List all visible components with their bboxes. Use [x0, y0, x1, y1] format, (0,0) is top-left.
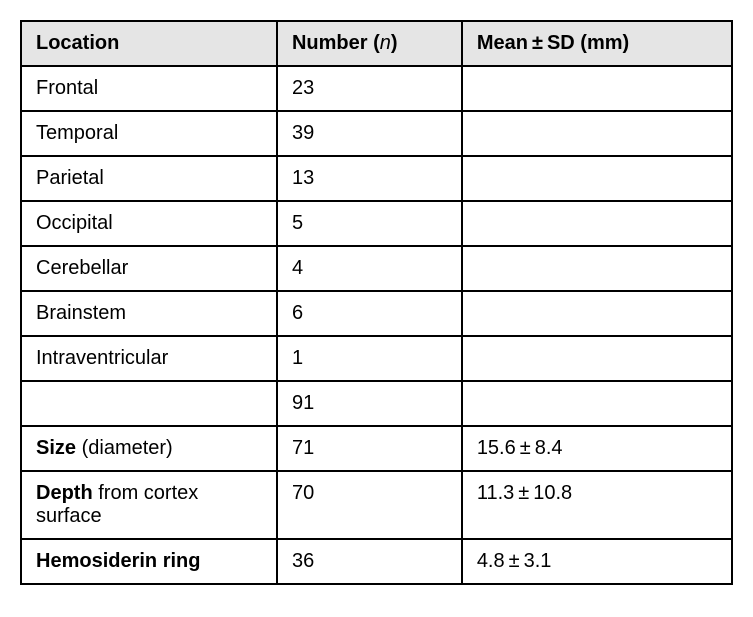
cell-location: Brainstem — [21, 291, 277, 336]
data-table: Location Number (n) Mean ± SD (mm) Front… — [20, 20, 733, 585]
cell-number: 6 — [277, 291, 462, 336]
cell-number: 71 — [277, 426, 462, 471]
table-row-size: Size (diameter) 71 15.6 ± 8.4 — [21, 426, 732, 471]
label-rest: (diameter) — [76, 437, 173, 459]
table-row: Brainstem 6 — [21, 291, 732, 336]
table-row: Parietal 13 — [21, 156, 732, 201]
cell-number: 4 — [277, 246, 462, 291]
cell-number: 91 — [277, 381, 462, 426]
cell-mean — [462, 66, 732, 111]
cell-location: Frontal — [21, 66, 277, 111]
table-row-hemosiderin: Hemosiderin ring 36 4.8 ± 3.1 — [21, 539, 732, 584]
table-row: Cerebellar 4 — [21, 246, 732, 291]
header-location: Location — [21, 21, 277, 66]
cell-location — [21, 381, 277, 426]
cell-mean — [462, 201, 732, 246]
table-row: Frontal 23 — [21, 66, 732, 111]
table-row: 91 — [21, 381, 732, 426]
cell-mean: 15.6 ± 8.4 — [462, 426, 732, 471]
cell-mean — [462, 156, 732, 201]
header-number-suffix: ) — [391, 32, 398, 54]
label-bold: Size — [36, 437, 76, 459]
cell-mean — [462, 381, 732, 426]
label-bold: Hemosiderin ring — [36, 550, 200, 572]
cell-location: Cerebellar — [21, 246, 277, 291]
cell-location: Size (diameter) — [21, 426, 277, 471]
cell-number: 23 — [277, 66, 462, 111]
cell-number: 39 — [277, 111, 462, 156]
cell-mean: 11.3 ± 10.8 — [462, 471, 732, 539]
cell-mean — [462, 246, 732, 291]
cell-mean — [462, 111, 732, 156]
cell-mean — [462, 291, 732, 336]
table-row: Occipital 5 — [21, 201, 732, 246]
header-mean-prefix: Mean — [477, 32, 528, 54]
header-number-prefix: Number ( — [292, 32, 380, 54]
header-mean: Mean ± SD (mm) — [462, 21, 732, 66]
header-mean-pm: ± — [532, 32, 543, 54]
header-mean-suffix: SD (mm) — [547, 32, 629, 54]
cell-location: Hemosiderin ring — [21, 539, 277, 584]
table-row-depth: Depth from cortex surface 70 11.3 ± 10.8 — [21, 471, 732, 539]
cell-location: Occipital — [21, 201, 277, 246]
cell-number: 36 — [277, 539, 462, 584]
cell-location: Intraventricular — [21, 336, 277, 381]
header-number-var: n — [380, 32, 391, 54]
cell-location: Temporal — [21, 111, 277, 156]
label-bold: Depth — [36, 482, 93, 504]
table-row: Temporal 39 — [21, 111, 732, 156]
table-body: Frontal 23 Temporal 39 Parietal 13 Occip… — [21, 66, 732, 584]
cell-number: 1 — [277, 336, 462, 381]
header-row: Location Number (n) Mean ± SD (mm) — [21, 21, 732, 66]
header-location-text: Location — [36, 32, 119, 54]
cell-number: 70 — [277, 471, 462, 539]
cell-mean: 4.8 ± 3.1 — [462, 539, 732, 584]
header-number: Number (n) — [277, 21, 462, 66]
cell-number: 5 — [277, 201, 462, 246]
cell-mean — [462, 336, 732, 381]
table-row: Intraventricular 1 — [21, 336, 732, 381]
cell-location: Parietal — [21, 156, 277, 201]
cell-location: Depth from cortex surface — [21, 471, 277, 539]
cell-number: 13 — [277, 156, 462, 201]
